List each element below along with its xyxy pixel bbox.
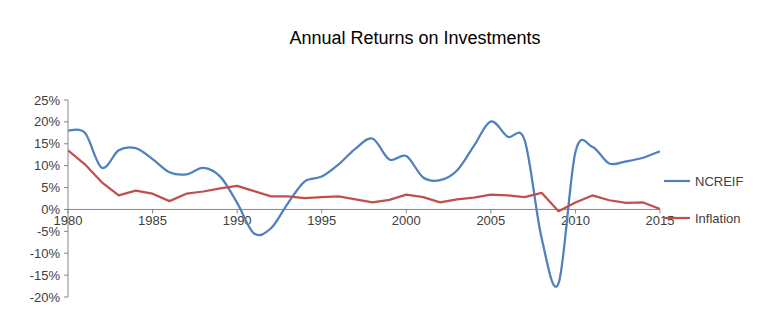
y-tick-label: 25%: [34, 93, 60, 108]
y-tick-label: 20%: [34, 114, 60, 129]
chart: Annual Returns on Investments -20% -15% -10…: [0, 0, 760, 309]
x-tick-label: 2000: [392, 213, 421, 228]
x-tick-label: 1985: [138, 213, 167, 228]
y-tick-label: -15%: [30, 268, 61, 283]
x-tick-label: 1980: [54, 213, 83, 228]
x-tick-label: 2015: [646, 213, 675, 228]
x-tick-label: 2005: [476, 213, 505, 228]
y-tick: [64, 231, 68, 232]
y-tick-label: 10%: [34, 158, 60, 173]
y-tick: [64, 100, 68, 101]
x-tick-label: 1995: [307, 213, 336, 228]
legend-swatch: [664, 217, 690, 219]
y-tick-label: -10%: [30, 246, 61, 261]
title: Annual Returns on Investments: [289, 28, 540, 48]
plot-area: [68, 121, 660, 286]
x-axis: [68, 209, 660, 210]
y-tick: [64, 275, 68, 276]
y-tick-label: 15%: [34, 136, 60, 151]
y-tick: [64, 297, 68, 298]
y-tick-label: -20%: [30, 290, 61, 305]
series-line: [68, 150, 660, 211]
y-tick-label: 5%: [41, 180, 60, 195]
y-tick: [64, 187, 68, 188]
legend-swatch: [664, 180, 690, 182]
legend-label: NCREIF: [695, 174, 743, 189]
legend-entry: Inflation: [664, 211, 741, 226]
y-tick: [64, 253, 68, 254]
y-tick: [64, 209, 68, 210]
series-line: [68, 121, 660, 286]
y-tick: [64, 143, 68, 144]
legend-entry: NCREIF: [664, 174, 743, 189]
legend-label: Inflation: [695, 211, 741, 226]
y-tick: [64, 165, 68, 166]
y-tick: [64, 121, 68, 122]
